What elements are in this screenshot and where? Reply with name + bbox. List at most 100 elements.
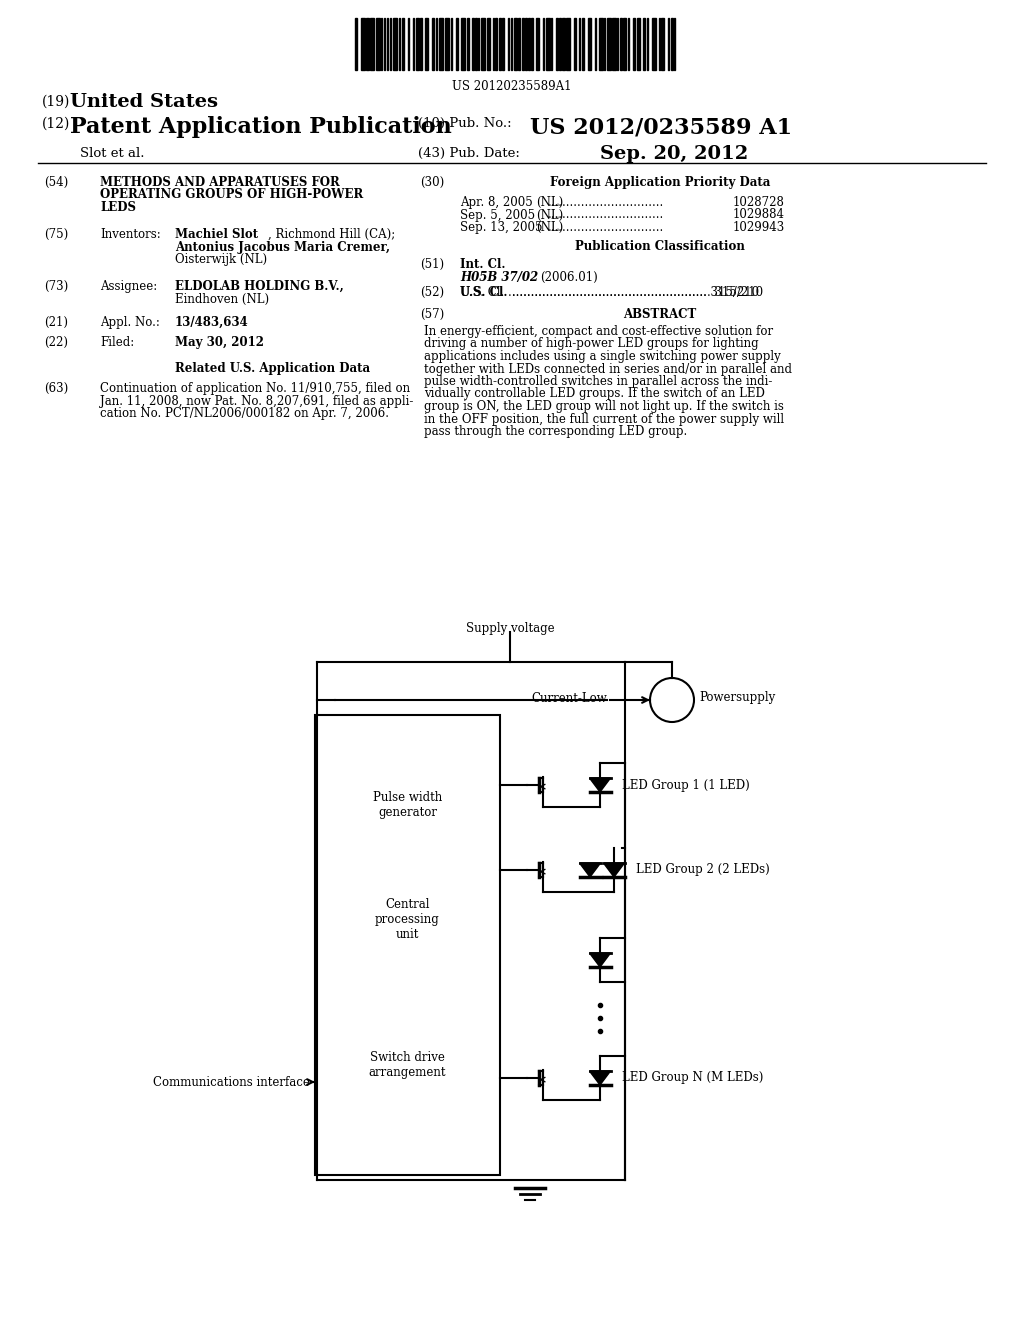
Text: ..................................................... 315/210: ........................................… — [512, 286, 763, 300]
Bar — [393, 18, 397, 70]
Bar — [376, 18, 380, 70]
Bar — [439, 18, 443, 70]
Bar — [582, 18, 584, 70]
Text: , Richmond Hill (CA);: , Richmond Hill (CA); — [268, 228, 395, 242]
Text: Assignee:: Assignee: — [100, 280, 158, 293]
Bar — [623, 18, 626, 70]
Text: (30): (30) — [420, 176, 444, 189]
Text: Filed:: Filed: — [100, 337, 134, 348]
Bar — [315, 715, 500, 1175]
Polygon shape — [590, 953, 610, 968]
Bar — [518, 18, 520, 70]
Bar — [370, 18, 374, 70]
Bar — [420, 18, 422, 70]
Text: ...............................: ............................... — [548, 209, 665, 222]
Text: Communications interface: Communications interface — [154, 1076, 310, 1089]
Bar — [355, 18, 357, 70]
Text: (52): (52) — [420, 286, 444, 300]
Text: vidually controllable LED groups. If the switch of an LED: vidually controllable LED groups. If the… — [424, 388, 765, 400]
Text: applications includes using a single switching power supply: applications includes using a single swi… — [424, 350, 780, 363]
Text: Publication Classification: Publication Classification — [575, 240, 744, 253]
Text: in the OFF position, the full current of the power supply will: in the OFF position, the full current of… — [424, 412, 784, 425]
Bar — [487, 18, 490, 70]
Text: 1028728: 1028728 — [733, 195, 785, 209]
Bar — [522, 18, 524, 70]
Bar — [633, 18, 635, 70]
Text: (63): (63) — [44, 381, 69, 395]
Text: (2006.01): (2006.01) — [540, 271, 598, 284]
Text: In energy-efficient, compact and cost-effective solution for: In energy-efficient, compact and cost-ef… — [424, 325, 773, 338]
Text: LEDS: LEDS — [100, 201, 136, 214]
Text: Appl. No.:: Appl. No.: — [100, 315, 160, 329]
Bar — [531, 18, 534, 70]
Bar — [475, 18, 477, 70]
Text: US 20120235589A1: US 20120235589A1 — [453, 81, 571, 92]
Bar — [472, 18, 474, 70]
Text: (12): (12) — [42, 117, 71, 131]
Text: Pulse width
generator: Pulse width generator — [373, 791, 442, 818]
Text: (54): (54) — [44, 176, 69, 189]
Bar — [588, 18, 591, 70]
Text: United States: United States — [70, 92, 218, 111]
Bar — [514, 18, 517, 70]
Text: (51): (51) — [420, 257, 444, 271]
Text: 1029884: 1029884 — [733, 209, 785, 222]
Text: (43) Pub. Date:: (43) Pub. Date: — [418, 147, 520, 160]
Bar — [456, 18, 458, 70]
Text: Jan. 11, 2008, now Pat. No. 8,207,691, filed as appli-: Jan. 11, 2008, now Pat. No. 8,207,691, f… — [100, 395, 414, 408]
Text: LED Group 2 (2 LEDs): LED Group 2 (2 LEDs) — [636, 863, 770, 876]
Text: Central
processing
unit: Central processing unit — [375, 899, 440, 941]
Text: group is ON, the LED group will not light up. If the switch is: group is ON, the LED group will not ligh… — [424, 400, 784, 413]
Text: US 2012/0235589 A1: US 2012/0235589 A1 — [530, 116, 793, 139]
Bar — [361, 18, 365, 70]
Bar — [416, 18, 419, 70]
Bar — [525, 18, 527, 70]
Bar — [546, 18, 550, 70]
Text: May 30, 2012: May 30, 2012 — [175, 337, 264, 348]
Bar — [502, 18, 504, 70]
Polygon shape — [603, 863, 625, 876]
Bar — [652, 18, 656, 70]
Bar — [574, 18, 575, 70]
Text: Oisterwijk (NL): Oisterwijk (NL) — [175, 253, 267, 267]
Text: LED Group N (M LEDs): LED Group N (M LEDs) — [622, 1072, 763, 1085]
Text: 13/483,634: 13/483,634 — [175, 315, 249, 329]
Text: ...............................: ............................... — [548, 220, 665, 234]
Text: pulse width-controlled switches in parallel across the indi-: pulse width-controlled switches in paral… — [424, 375, 772, 388]
Bar — [445, 18, 449, 70]
Text: ELDOLAB HOLDING B.V.,: ELDOLAB HOLDING B.V., — [175, 280, 344, 293]
Text: Int. Cl.: Int. Cl. — [460, 257, 506, 271]
Bar — [562, 18, 565, 70]
Text: LED Group 1 (1 LED): LED Group 1 (1 LED) — [622, 779, 750, 792]
Bar — [566, 18, 570, 70]
Text: Sep. 20, 2012: Sep. 20, 2012 — [600, 145, 749, 162]
Text: Supply voltage: Supply voltage — [466, 622, 554, 635]
Bar — [402, 18, 404, 70]
Text: METHODS AND APPARATUSES FOR: METHODS AND APPARATUSES FOR — [100, 176, 340, 189]
Bar — [366, 18, 369, 70]
Text: Slot et al.: Slot et al. — [80, 147, 144, 160]
Bar — [499, 18, 501, 70]
Text: Continuation of application No. 11/910,755, filed on: Continuation of application No. 11/910,7… — [100, 381, 411, 395]
Bar — [559, 18, 561, 70]
Text: cation No. PCT/NL2006/000182 on Apr. 7, 2006.: cation No. PCT/NL2006/000182 on Apr. 7, … — [100, 407, 389, 420]
Polygon shape — [590, 1071, 610, 1085]
Bar — [556, 18, 558, 70]
Bar — [495, 18, 497, 70]
Text: OPERATING GROUPS OF HIGH-POWER: OPERATING GROUPS OF HIGH-POWER — [100, 189, 364, 202]
Text: (NL): (NL) — [536, 220, 563, 234]
Bar — [637, 18, 640, 70]
Text: pass through the corresponding LED group.: pass through the corresponding LED group… — [424, 425, 687, 438]
Bar — [461, 18, 465, 70]
Bar — [467, 18, 469, 70]
Bar — [607, 18, 611, 70]
Text: (22): (22) — [44, 337, 68, 348]
Text: Foreign Application Priority Data: Foreign Application Priority Data — [550, 176, 770, 189]
Text: ...............................: ............................... — [548, 195, 665, 209]
Bar — [481, 18, 485, 70]
Text: Antonius Jacobus Maria Cremer,: Antonius Jacobus Maria Cremer, — [175, 240, 390, 253]
Text: Inventors:: Inventors: — [100, 228, 161, 242]
Text: Powersupply: Powersupply — [699, 692, 775, 705]
Bar — [599, 18, 603, 70]
Polygon shape — [590, 777, 610, 792]
